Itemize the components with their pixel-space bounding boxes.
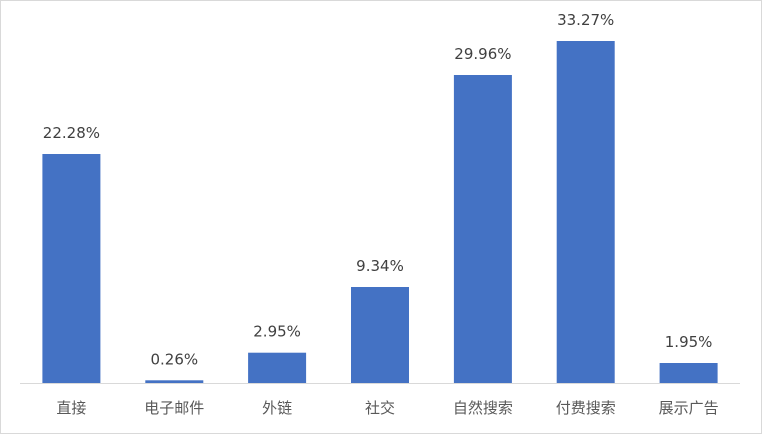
category-label-0: 直接 [56,399,86,417]
data-labels-group: 22.28% 0.26% 2.95% 9.34% 29.96% 33.27% 1.95% [43,11,713,368]
category-label-4: 自然搜索 [453,399,513,417]
data-label-3: 9.34% [356,257,404,275]
data-label-5: 33.27% [557,11,614,29]
bar-5 [556,41,615,383]
data-label-2: 2.95% [253,323,301,341]
bar-1 [145,380,204,383]
category-label-2: 外链 [262,399,292,417]
category-label-5: 付费搜索 [556,399,616,417]
bars-group [42,41,718,383]
category-label-3: 社交 [365,399,395,417]
category-label-1: 电子邮件 [144,399,204,417]
bar-2 [248,352,307,383]
data-label-4: 29.96% [454,45,511,63]
data-label-0: 22.28% [43,124,100,142]
category-label-6: 展示广告 [659,399,719,417]
category-labels-group: 直接 电子邮件 外链 社交 自然搜索 付费搜索 展示广告 [56,399,718,417]
bar-0 [42,154,101,383]
data-label-6: 1.95% [665,333,713,351]
bar-6 [659,363,718,383]
bar-4 [453,75,512,383]
data-label-1: 0.26% [150,350,198,368]
bar-3 [351,287,409,383]
